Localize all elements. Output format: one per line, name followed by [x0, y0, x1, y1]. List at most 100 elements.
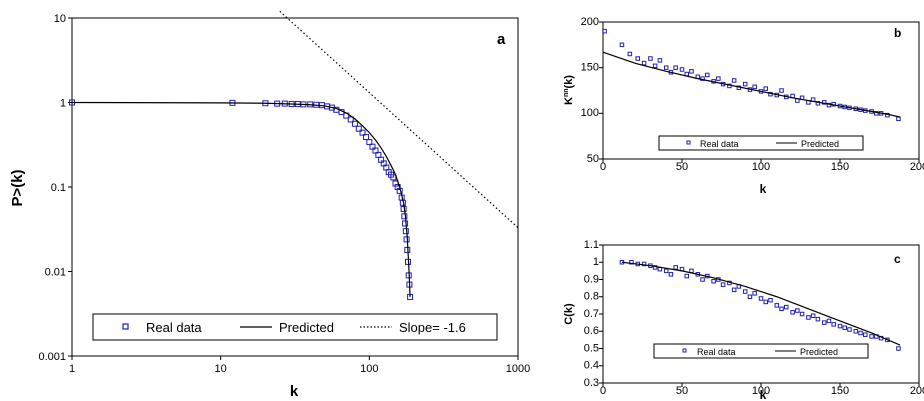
series-line-predicted [71, 101, 411, 297]
y-tick-label: 0.1 [51, 182, 66, 194]
data-point-real-data [821, 320, 827, 325]
data-point-real-data [826, 318, 832, 324]
y-tick-label: 0.6 [584, 325, 599, 337]
panel-a-letter: a [497, 31, 506, 48]
data-point-real-data [863, 332, 868, 337]
data-point-real-data [705, 72, 710, 78]
panel-c-y-axis-label: C(k) [563, 303, 575, 325]
data-point-real-data [731, 287, 737, 293]
legend-label-slope: Slope= -1.6 [399, 320, 466, 335]
legend-label-real-data-c: Real data [697, 347, 736, 357]
data-point-real-data [795, 308, 800, 313]
x-tick-label: 50 [676, 385, 688, 397]
legend-marker-real-data [122, 323, 129, 330]
x-tick-label: 100 [752, 385, 770, 397]
y-tick-label: 10 [54, 13, 66, 25]
y-tick-label: 0.001 [38, 351, 66, 363]
data-point-real-data [774, 303, 780, 308]
y-tick-label: 0.8 [584, 291, 599, 303]
data-point-real-data [663, 268, 669, 274]
data-point-real-data [363, 134, 370, 141]
x-tick-label: 0 [600, 161, 606, 173]
data-point-real-data [400, 205, 407, 212]
y-tick-label: 200 [581, 16, 599, 28]
x-tick-label: 150 [831, 161, 849, 173]
data-point-real-data [720, 282, 726, 287]
x-tick-label: 1 [69, 363, 75, 375]
panel-b-y-ticks: 50 100 150 200 [581, 16, 603, 165]
panel-a-chart: 1 10 100 1000 0.001 0.01 0.1 1 10 k P>(k) a Rea… [9, 10, 530, 400]
x-tick-label: 100 [752, 161, 770, 173]
data-point-real-data [815, 316, 821, 322]
data-point-real-data [359, 129, 366, 136]
data-point-real-data [752, 84, 757, 90]
data-point-real-data [355, 125, 362, 132]
data-point-real-data [403, 236, 410, 243]
panel-a-y-axis-label: P>(k) [9, 169, 26, 206]
panel-c-legend: Real data Predicted [653, 343, 869, 359]
data-point-real-data [366, 139, 373, 146]
data-point-real-data [627, 51, 633, 57]
data-point-real-data [351, 120, 358, 127]
panel-b-x-ticks: 0 50 100 150 200 [600, 159, 924, 173]
data-point-real-data [700, 277, 705, 282]
y-tick-label: 0.9 [584, 273, 599, 285]
y-tick-label: 0.01 [45, 266, 66, 278]
y-tick-label: 150 [581, 61, 599, 73]
data-point-real-data [648, 56, 653, 61]
x-tick-label: 50 [676, 161, 688, 173]
x-tick-label: 100 [360, 363, 378, 375]
data-point-real-data [799, 311, 805, 317]
data-point-real-data [842, 325, 847, 331]
y-tick-label: 0.7 [584, 308, 599, 320]
data-point-real-data [815, 101, 821, 106]
data-point-real-data [763, 299, 768, 305]
data-point-real-data [790, 310, 795, 315]
legend-label-real-data-b: Real data [700, 139, 739, 149]
panel-c-y-ticks: 0.3 0.4 0.5 0.6 0.7 0.8 0.9 1 1.1 [584, 239, 603, 389]
series-line-predicted [602, 51, 901, 118]
x-tick-label: 150 [831, 385, 849, 397]
panel-c-letter: c [894, 252, 901, 266]
data-point-real-data [652, 265, 658, 270]
data-point-real-data [635, 56, 641, 61]
y-tick-label: 0.5 [584, 342, 599, 354]
data-point-real-data [641, 60, 647, 66]
series-line-slope-1-6 [279, 10, 519, 229]
data-point-real-data [711, 278, 716, 284]
data-point-real-data [806, 315, 811, 320]
panel-b-series [602, 28, 901, 122]
data-point-real-data [716, 76, 721, 81]
data-point-real-data [369, 143, 376, 150]
data-point-real-data [837, 323, 843, 329]
data-point-real-data [673, 65, 678, 70]
data-point-real-data [779, 306, 784, 312]
data-point-real-data [853, 329, 859, 334]
y-tick-label: 1 [593, 256, 599, 268]
x-tick-label: 200 [910, 385, 924, 397]
x-tick-label: 200 [910, 161, 924, 173]
data-point-real-data [768, 297, 773, 303]
data-point-real-data [619, 42, 625, 48]
x-tick-label: 10 [215, 363, 227, 375]
data-point-real-data [896, 116, 901, 122]
y-tick-label: 0.3 [584, 377, 599, 389]
panel-a-legend-box [92, 313, 498, 341]
data-point-real-data [758, 296, 764, 301]
y-tick-label: 50 [587, 153, 599, 165]
legend-label-predicted: Predicted [279, 320, 334, 335]
data-point-real-data [347, 116, 354, 123]
data-point-real-data [779, 88, 784, 93]
panel-c-x-axis-label: k [760, 388, 767, 401]
data-point-real-data [652, 63, 658, 69]
panel-b-y-axis-label: Knn(k) [563, 75, 575, 105]
data-point-real-data [673, 265, 678, 270]
data-point-real-data [847, 327, 852, 332]
data-point-real-data [684, 273, 689, 279]
data-point-real-data [826, 102, 832, 108]
panel-a-x-axis-label: k [290, 383, 299, 400]
panel-c-legend-box [653, 343, 869, 359]
legend-label-real-data: Real data [146, 320, 202, 335]
